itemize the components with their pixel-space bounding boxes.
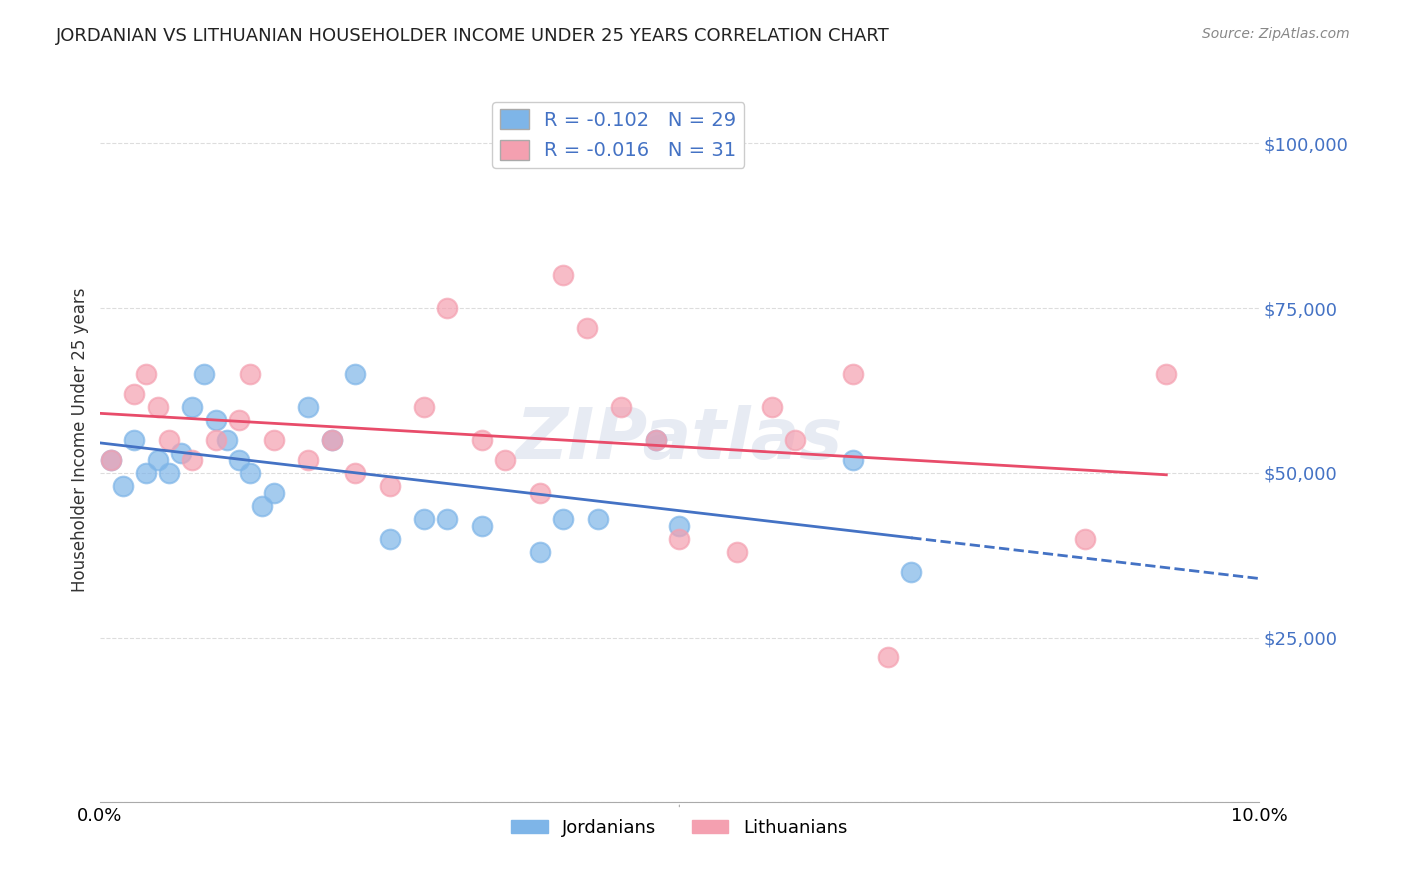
Point [575, 321, 598, 335]
Point [725, 545, 748, 559]
Point [217, 433, 239, 447]
Text: JORDANIAN VS LITHUANIAN HOUSEHOLDER INCOME UNDER 25 YEARS CORRELATION CHART: JORDANIAN VS LITHUANIAN HOUSEHOLDER INCO… [56, 27, 890, 45]
Point [157, 466, 180, 480]
Point [321, 433, 343, 447]
Point [124, 386, 146, 401]
Point [529, 545, 551, 559]
Point [553, 512, 575, 526]
Point [668, 532, 690, 546]
Point [100, 452, 122, 467]
Point [170, 446, 193, 460]
Point [193, 367, 215, 381]
Point [263, 433, 285, 447]
Point [321, 433, 343, 447]
Point [297, 452, 319, 467]
Point [877, 650, 900, 665]
Point [529, 485, 551, 500]
Point [1156, 367, 1178, 381]
Point [135, 466, 157, 480]
Point [1074, 532, 1097, 546]
Point [111, 479, 134, 493]
Point [263, 485, 285, 500]
Point [228, 452, 250, 467]
Point [471, 433, 494, 447]
Point [181, 400, 204, 414]
Point [146, 400, 169, 414]
Point [668, 518, 690, 533]
Point [146, 452, 169, 467]
Point [204, 433, 226, 447]
Point [645, 433, 668, 447]
Point [297, 400, 319, 414]
Point [610, 400, 633, 414]
Point [413, 400, 436, 414]
Point [586, 512, 609, 526]
Point [135, 367, 157, 381]
Point [378, 532, 401, 546]
Point [343, 466, 366, 480]
Point [436, 301, 458, 315]
Point [436, 512, 458, 526]
Text: Source: ZipAtlas.com: Source: ZipAtlas.com [1202, 27, 1350, 41]
Point [228, 413, 250, 427]
Point [645, 433, 668, 447]
Point [785, 433, 807, 447]
Point [239, 367, 262, 381]
Point [900, 565, 922, 579]
Point [239, 466, 262, 480]
Point [343, 367, 366, 381]
Legend: Jordanians, Lithuanians: Jordanians, Lithuanians [505, 812, 855, 844]
Text: ZIPatlas: ZIPatlas [516, 405, 844, 475]
Y-axis label: Householder Income Under 25 years: Householder Income Under 25 years [72, 287, 89, 592]
Point [378, 479, 401, 493]
Point [100, 452, 122, 467]
Point [842, 452, 865, 467]
Point [553, 268, 575, 282]
Point [413, 512, 436, 526]
Point [124, 433, 146, 447]
Point [761, 400, 783, 414]
Point [494, 452, 516, 467]
Point [157, 433, 180, 447]
Point [471, 518, 494, 533]
Point [181, 452, 204, 467]
Point [204, 413, 226, 427]
Point [250, 499, 273, 513]
Point [842, 367, 865, 381]
